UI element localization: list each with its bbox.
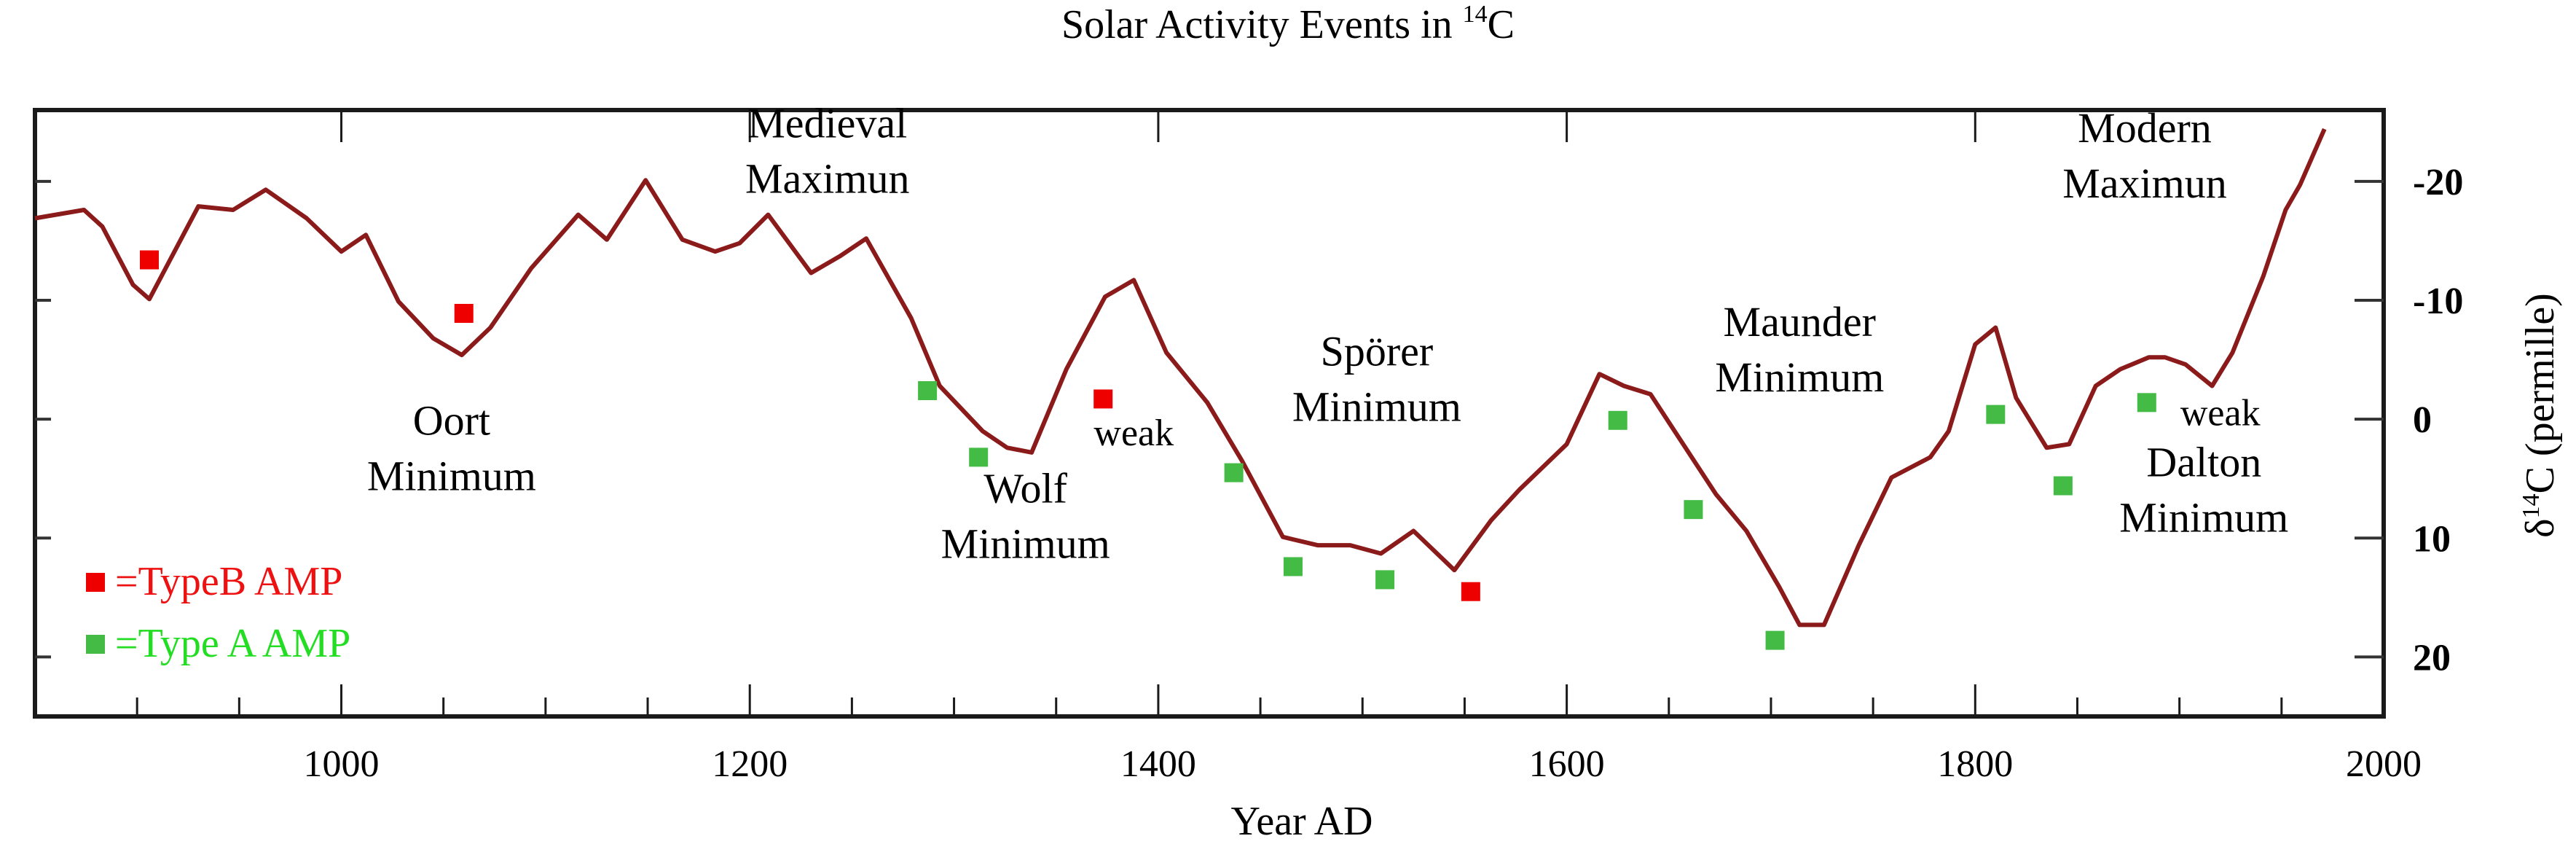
y-tick-label: 20 <box>2413 637 2451 679</box>
annotation-wolf-line: Wolf <box>983 464 1067 512</box>
annotation-sporer: Spörer Minimum <box>1292 328 1461 431</box>
annotation-modern-line: Maximun <box>2062 160 2227 207</box>
chart-title: Solar Activity Events in 14C <box>1061 1 1515 47</box>
annotation-wolf: Wolf Minimum <box>941 464 1110 567</box>
annotation-weak-2-line: weak <box>2180 392 2261 434</box>
y-axis-title-suffix: C (permille) <box>2518 293 2563 493</box>
y-axis-ticks <box>35 179 2384 659</box>
type-a-amp-marker <box>1684 500 1703 520</box>
annotation-weak-2: weak <box>2180 392 2261 434</box>
annotation-oort-line: Minimum <box>367 452 536 499</box>
y-tick-label: -20 <box>2413 162 2463 203</box>
type-a-amp-marker <box>2137 393 2156 413</box>
annotation-maunder-line: Minimum <box>1715 353 1884 401</box>
annotation-sporer-line: Minimum <box>1292 383 1461 431</box>
type-a-amp-marker <box>1283 557 1303 577</box>
type-a-amp-marker <box>1986 404 2006 424</box>
amp-markers <box>139 250 2156 650</box>
annotation-dalton-line: Dalton <box>2146 438 2261 485</box>
annotation-modern: Modern Maximun <box>2062 104 2227 207</box>
legend-swatch-type-b <box>86 573 105 592</box>
type-a-amp-marker <box>1224 463 1244 482</box>
x-tick-label: 1600 <box>1529 743 1605 785</box>
delta14c-series-line <box>34 128 2327 628</box>
x-tick-label: 2000 <box>2346 743 2422 785</box>
type-a-amp-marker <box>1765 630 1785 650</box>
type-b-amp-marker <box>454 303 474 323</box>
annotation-medieval-line: Maximun <box>745 155 910 203</box>
x-axis-title: Year AD <box>1231 799 1373 844</box>
y-tick-label: -10 <box>2413 281 2463 322</box>
annotation-weak-1-line: weak <box>1093 413 1174 454</box>
annotation-wolf-line: Minimum <box>941 520 1110 567</box>
y-axis-title-superscript: 14 <box>2518 493 2545 518</box>
annotation-medieval: Medieval Maximun <box>745 100 910 203</box>
type-a-amp-marker <box>969 448 989 467</box>
annotation-sporer-line: Spörer <box>1321 328 1434 375</box>
annotation-modern-line: Modern <box>2078 104 2212 152</box>
x-axis-tick-labels: 1000 1200 1400 1600 1800 2000 <box>304 743 2422 785</box>
y-axis-title: δ14C (permille) <box>2518 293 2563 538</box>
chart-title-suffix: C <box>1488 2 1515 47</box>
legend-swatch-type-a <box>86 635 105 654</box>
type-b-amp-marker <box>1461 582 1480 601</box>
type-a-amp-marker <box>2053 476 2073 496</box>
type-a-amp-marker <box>1608 410 1627 430</box>
type-b-amp-marker <box>139 250 159 270</box>
type-a-amp-marker <box>1375 570 1395 590</box>
y-tick-label: 0 <box>2413 399 2432 441</box>
type-b-amp-marker <box>1093 389 1113 409</box>
type-a-amp-marker <box>918 381 938 401</box>
y-axis-title-prefix: δ <box>2518 518 2563 537</box>
annotation-maunder-line: Maunder <box>1724 298 1876 345</box>
y-axis-tick-labels: -20 -10 0 10 20 <box>2413 162 2463 679</box>
x-tick-label: 1000 <box>304 743 380 785</box>
x-tick-label: 1200 <box>712 743 788 785</box>
chart-title-text: Solar Activity Events in <box>1061 2 1463 47</box>
annotation-maunder: Maunder Minimum <box>1715 298 1884 401</box>
chart-title-superscript: 14 <box>1463 1 1488 28</box>
plot-frame <box>33 108 2386 719</box>
annotation-oort: Oort Minimum <box>367 396 536 499</box>
annotation-dalton-line: Minimum <box>2119 493 2288 541</box>
annotation-medieval-line: Medieval <box>747 100 907 147</box>
legend-label-type-b: =TypeB AMP <box>115 559 342 604</box>
y-tick-label: 10 <box>2413 518 2451 560</box>
event-annotations: Oort Minimum Medieval Maximun Wolf Minimum wea… <box>367 100 2288 568</box>
annotation-weak-1: weak <box>1093 413 1174 454</box>
x-tick-label: 1800 <box>1937 743 2013 785</box>
x-axis-ticks <box>136 110 2385 716</box>
annotation-dalton: Dalton Minimum <box>2119 438 2288 541</box>
legend: =TypeB AMP =Type A AMP <box>86 559 350 666</box>
x-tick-label: 1400 <box>1120 743 1196 785</box>
annotation-oort-line: Oort <box>413 396 490 444</box>
legend-label-type-a: =Type A AMP <box>115 621 350 666</box>
